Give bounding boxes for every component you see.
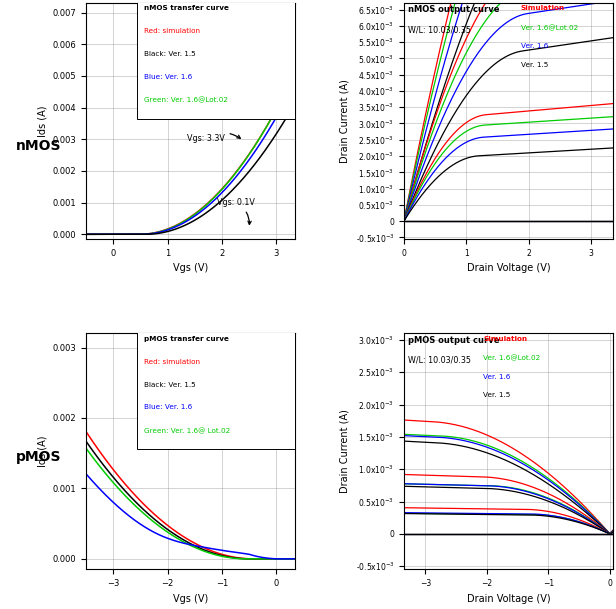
Text: Red: simulation: Red: simulation: [144, 359, 200, 365]
X-axis label: Vgs (V): Vgs (V): [173, 594, 208, 604]
Text: Blue: Ver. 1.6: Blue: Ver. 1.6: [144, 74, 192, 80]
Y-axis label: Drain Current (A): Drain Current (A): [340, 79, 350, 163]
Text: Simulation: Simulation: [521, 5, 565, 12]
FancyBboxPatch shape: [137, 333, 295, 449]
FancyBboxPatch shape: [137, 2, 295, 119]
Text: pMOS transfer curve: pMOS transfer curve: [144, 336, 229, 342]
Text: Ver. 1.6@Lot.02: Ver. 1.6@Lot.02: [484, 354, 541, 361]
Text: Ver. 1.6: Ver. 1.6: [521, 43, 548, 49]
Text: Vgs: 0.1V: Vgs: 0.1V: [217, 198, 254, 224]
Text: Vgs: 3.3V: Vgs: 3.3V: [187, 134, 240, 143]
Text: Red: simulation: Red: simulation: [144, 28, 200, 34]
Text: Ver. 1.6: Ver. 1.6: [484, 373, 511, 379]
Text: Ver. 1.6@Lot.02: Ver. 1.6@Lot.02: [521, 24, 578, 31]
Text: W/L: 10.03/0.35: W/L: 10.03/0.35: [408, 26, 471, 35]
Text: W/L: 10.03/0.35: W/L: 10.03/0.35: [408, 356, 471, 365]
Text: Black: Ver. 1.5: Black: Ver. 1.5: [144, 382, 195, 387]
Text: Ver. 1.5: Ver. 1.5: [484, 392, 511, 398]
Text: pMOS: pMOS: [15, 450, 61, 463]
Text: Green: Ver. 1.6@ Lot.02: Green: Ver. 1.6@ Lot.02: [144, 428, 230, 434]
Text: Black: Ver. 1.5: Black: Ver. 1.5: [144, 51, 195, 57]
Text: pMOS output curve: pMOS output curve: [408, 336, 500, 345]
X-axis label: Vgs (V): Vgs (V): [173, 263, 208, 273]
Text: nMOS transfer curve: nMOS transfer curve: [144, 5, 229, 12]
Text: nMOS: nMOS: [15, 139, 61, 153]
Y-axis label: Ids (A): Ids (A): [37, 105, 47, 137]
Text: Blue: Ver. 1.6: Blue: Ver. 1.6: [144, 404, 192, 410]
Y-axis label: Ids (A): Ids (A): [37, 435, 47, 467]
Text: Green: Ver. 1.6@Lot.02: Green: Ver. 1.6@Lot.02: [144, 97, 228, 104]
Y-axis label: Drain Current (A): Drain Current (A): [340, 409, 350, 493]
Text: nMOS output curve: nMOS output curve: [408, 5, 500, 15]
Text: Simulation: Simulation: [484, 336, 527, 342]
X-axis label: Drain Voltage (V): Drain Voltage (V): [466, 594, 550, 604]
X-axis label: Drain Voltage (V): Drain Voltage (V): [466, 263, 550, 273]
Text: Ver. 1.5: Ver. 1.5: [521, 62, 548, 68]
